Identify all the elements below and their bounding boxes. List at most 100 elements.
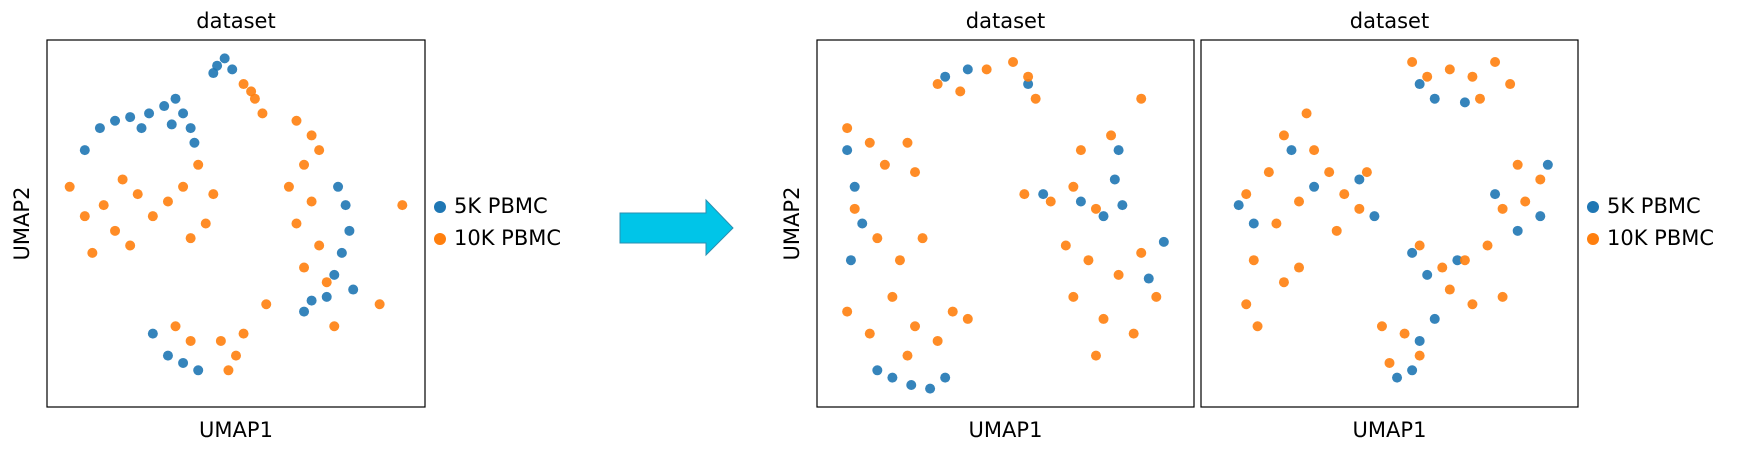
point [1008, 57, 1019, 68]
point [1068, 181, 1079, 192]
point [397, 200, 408, 211]
point [79, 211, 90, 222]
point [1414, 335, 1425, 346]
point [348, 284, 359, 295]
legend-label: 5K PBMC [454, 194, 548, 218]
point [1252, 321, 1263, 332]
point [845, 255, 856, 266]
point [208, 189, 219, 200]
point [1490, 189, 1501, 200]
point [1407, 57, 1418, 68]
plot-frame [816, 39, 1195, 408]
legend-label: 5K PBMC [1607, 194, 1701, 218]
plot-frame [46, 39, 426, 408]
point [1233, 200, 1244, 211]
point [1324, 167, 1335, 178]
point [215, 335, 226, 346]
point [1301, 108, 1312, 119]
point [231, 350, 241, 361]
point [1106, 130, 1117, 141]
point [947, 306, 958, 317]
chart-title: dataset [966, 9, 1045, 33]
point [257, 108, 268, 119]
point [894, 255, 905, 266]
point [1271, 218, 1282, 229]
legend-marker [434, 233, 446, 245]
point [1045, 196, 1056, 207]
point [910, 321, 921, 332]
point [1505, 79, 1516, 90]
point [223, 365, 234, 376]
point [1113, 145, 1124, 156]
point [1113, 269, 1124, 280]
chart-title: dataset [196, 9, 275, 33]
point [1339, 189, 1350, 200]
point [321, 277, 332, 288]
point [1512, 225, 1523, 236]
point [1414, 240, 1425, 251]
point [1361, 167, 1372, 178]
point [283, 181, 294, 192]
point [842, 123, 853, 134]
point [864, 328, 875, 339]
point [1459, 255, 1470, 266]
point [1437, 262, 1448, 273]
point [178, 357, 189, 368]
point [857, 218, 868, 229]
point [1248, 218, 1259, 229]
point [314, 240, 325, 251]
point [344, 225, 355, 236]
point [1369, 211, 1380, 222]
point [1143, 273, 1154, 284]
point [1068, 291, 1079, 302]
point [902, 350, 913, 361]
point [79, 145, 90, 156]
point [336, 247, 347, 258]
point [178, 108, 189, 119]
point [1248, 255, 1259, 266]
x-axis-label: UMAP1 [1353, 418, 1427, 442]
point [299, 306, 310, 317]
point [1542, 159, 1553, 170]
point [902, 137, 913, 148]
point [1151, 291, 1162, 302]
legend-marker [1587, 233, 1599, 245]
point [1497, 291, 1508, 302]
point [1109, 174, 1120, 185]
point [1459, 97, 1470, 108]
point [125, 240, 136, 251]
point [189, 137, 200, 148]
point [87, 247, 98, 258]
point [917, 233, 928, 244]
point [1407, 365, 1418, 376]
point [1452, 255, 1463, 266]
point [872, 233, 883, 244]
point [333, 181, 344, 192]
point [962, 64, 973, 75]
point [842, 145, 853, 156]
point [1098, 211, 1109, 222]
point [98, 200, 109, 211]
point [238, 328, 249, 339]
point [178, 181, 189, 192]
point [1422, 71, 1433, 82]
point [249, 93, 260, 104]
legend-label: 10K PBMC [454, 226, 561, 250]
point [374, 299, 385, 310]
point [981, 64, 992, 75]
point [1075, 145, 1086, 156]
point [1023, 71, 1034, 82]
point [1384, 357, 1395, 368]
point [849, 181, 860, 192]
point [1331, 225, 1342, 236]
point [125, 112, 136, 123]
point [132, 189, 143, 200]
point [1467, 71, 1478, 82]
point [1117, 200, 1128, 211]
point [261, 299, 272, 310]
point [306, 295, 317, 306]
point [1444, 284, 1455, 295]
point [1414, 79, 1425, 90]
point [1467, 299, 1478, 310]
point [1158, 236, 1169, 247]
